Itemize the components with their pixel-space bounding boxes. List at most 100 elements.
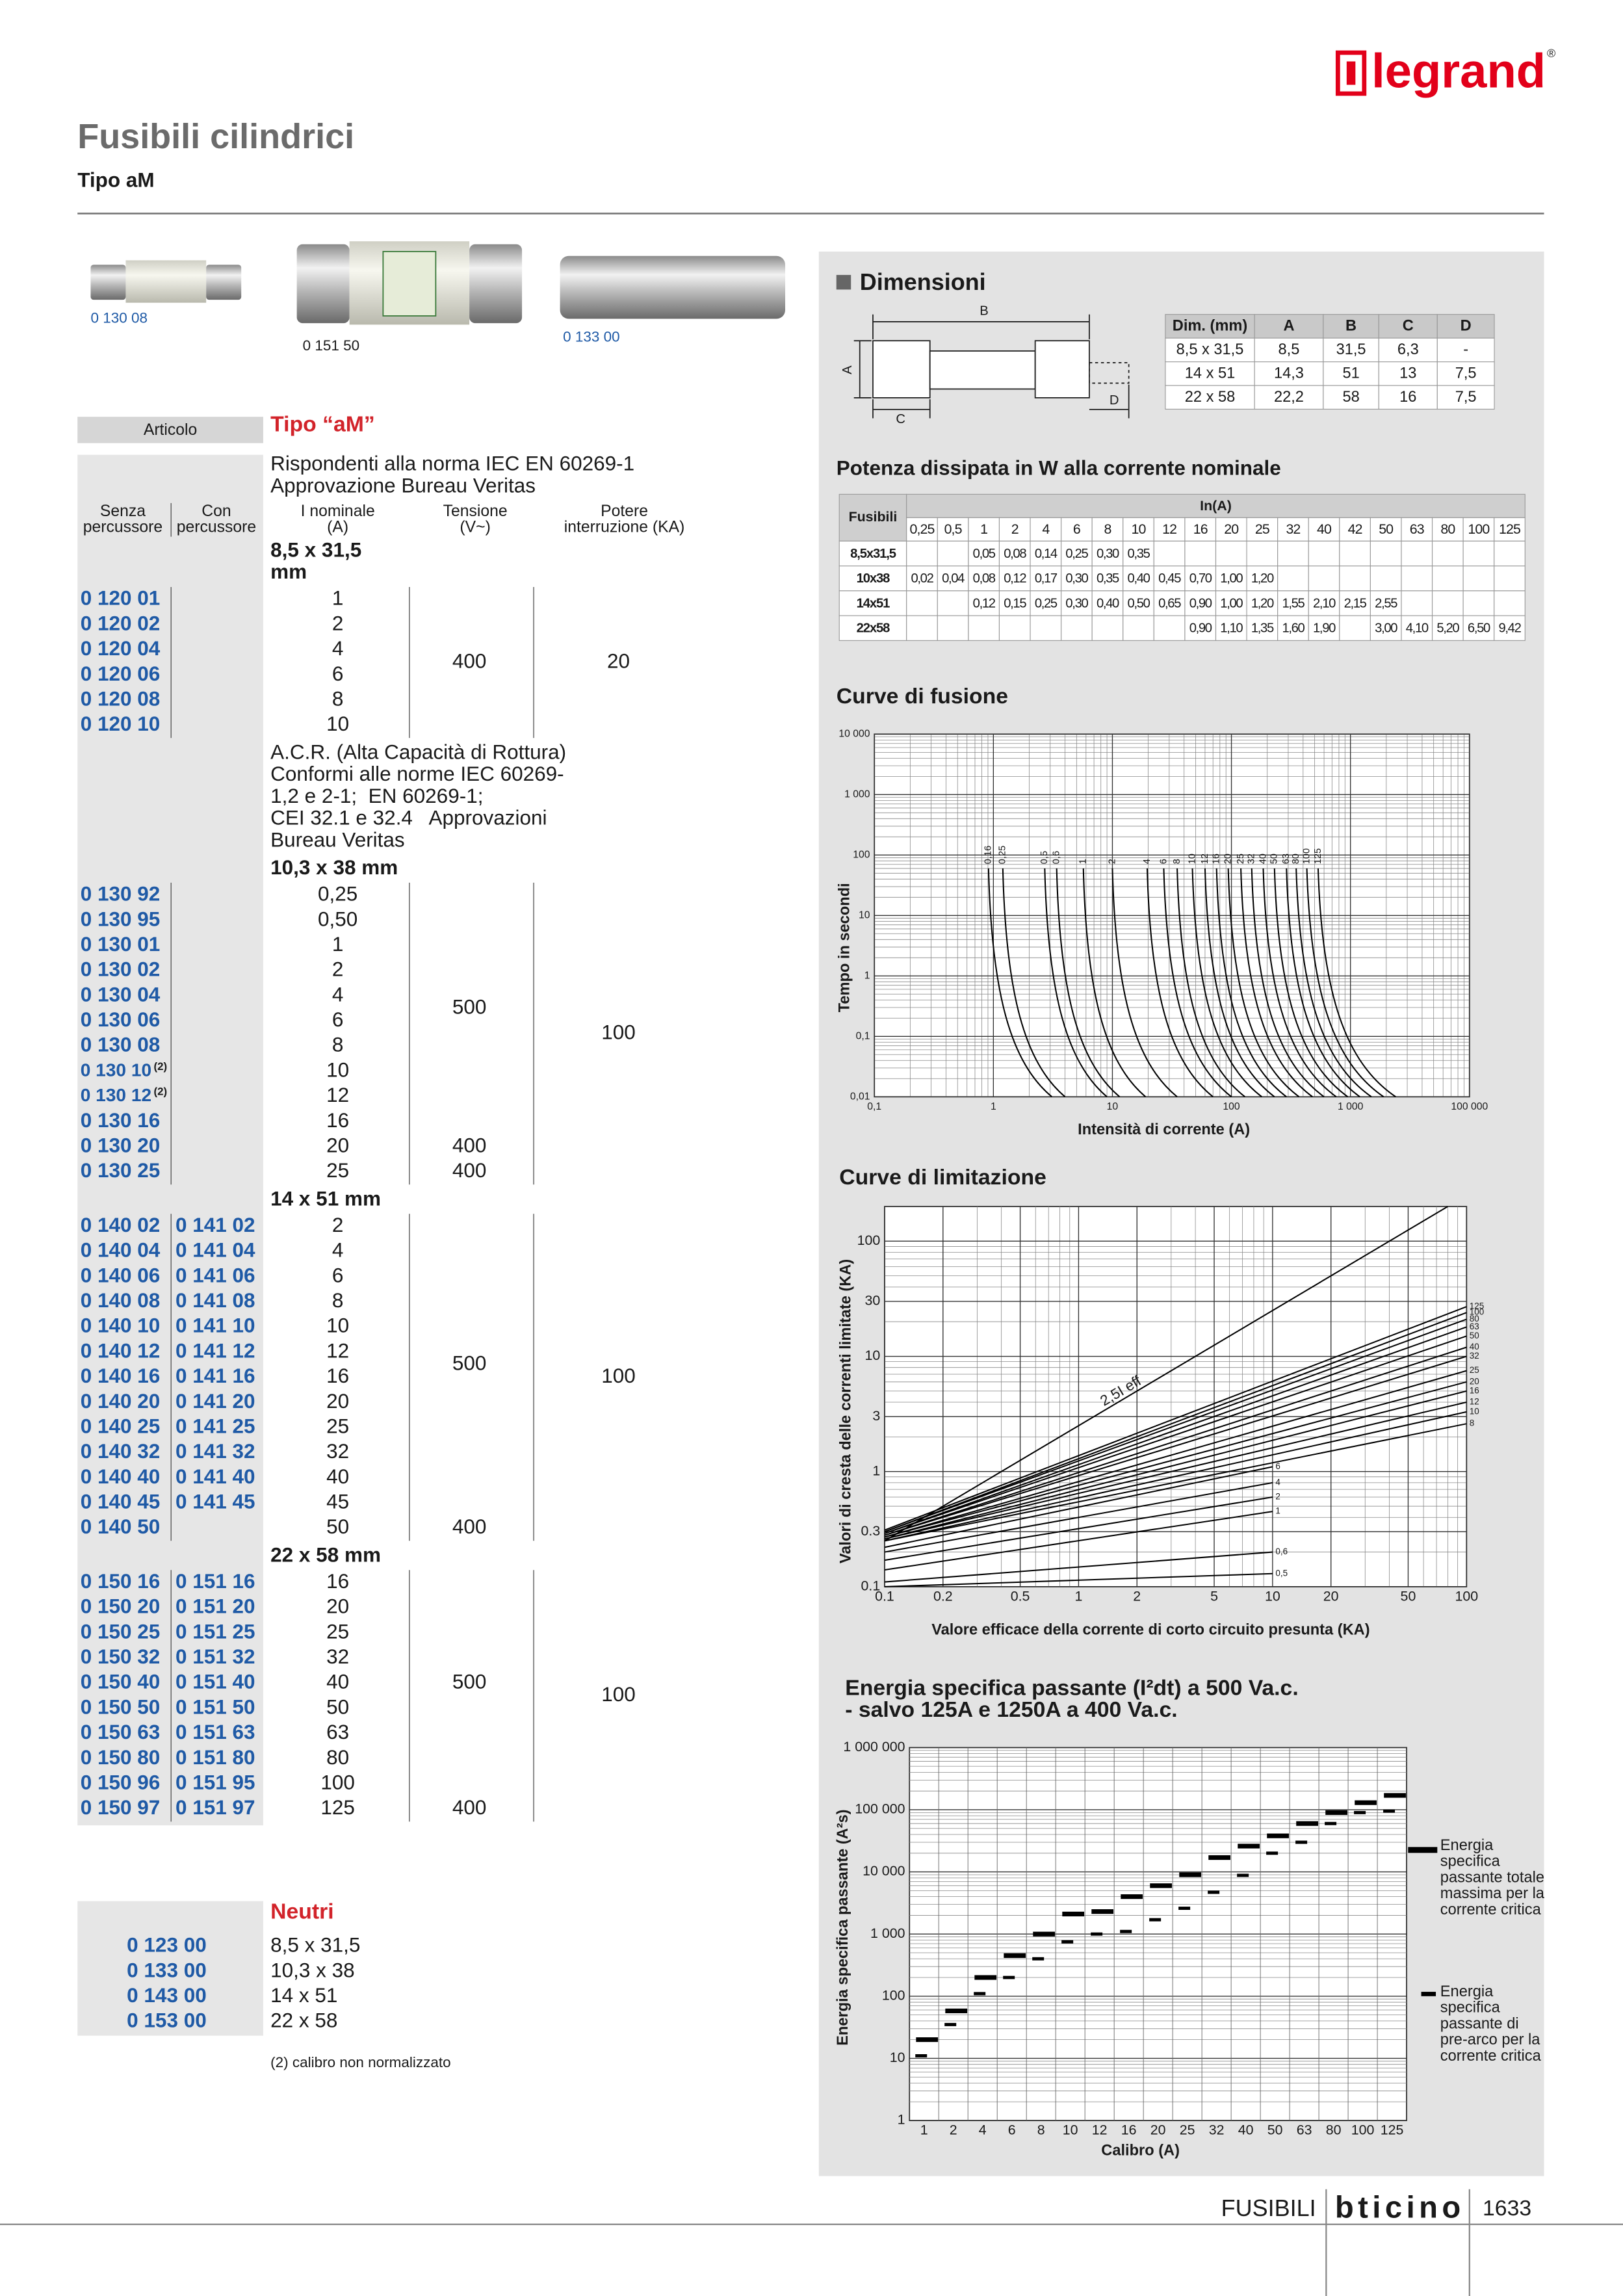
article-code: 0 130 16	[81, 1108, 161, 1132]
x-tick-label: 125	[1381, 2122, 1404, 2137]
curve-label: 0,5	[1039, 851, 1050, 864]
table-cell-text: 0,45	[1158, 571, 1181, 586]
curve-label: 0,5	[1275, 1568, 1288, 1578]
x-tick-label: 100 000	[1451, 1101, 1488, 1112]
marker	[1091, 1909, 1114, 1914]
y-axis-label: Energia specifica passante (A²s)	[835, 1809, 851, 2045]
article-code: 0 150 16	[81, 1569, 161, 1593]
table-cell	[968, 517, 1000, 541]
nominal-current: 8	[332, 1288, 344, 1312]
y-tick-label: 100 000	[855, 1801, 905, 1817]
article-code: 0 151 40	[175, 1670, 255, 1693]
x-tick-label: 6	[1008, 2122, 1016, 2137]
article-code: 0 140 06	[81, 1263, 161, 1286]
table-header: In(A)	[1200, 498, 1232, 514]
curve-label: 63	[1281, 854, 1292, 864]
table-header: 50	[1379, 521, 1394, 537]
table-cell	[998, 566, 1031, 592]
x-tick-label: 50	[1401, 1588, 1416, 1604]
nominal-current: 12	[326, 1338, 349, 1362]
table-cell	[1370, 540, 1402, 567]
y-tick-label: 100	[853, 849, 870, 860]
table-cell	[1153, 540, 1186, 567]
neutri-size: 22 x 58	[270, 2009, 337, 2032]
marker	[1296, 1821, 1318, 1826]
y-tick-label: 0,01	[850, 1091, 870, 1102]
nominal-current: 40	[326, 1465, 349, 1488]
curve	[884, 1318, 1467, 1533]
legend-label: Energia specifica passante di pre-arco p…	[1440, 1984, 1541, 2065]
article-note: (2)	[154, 1086, 168, 1098]
marker	[1354, 1810, 1366, 1814]
code-column-bg	[77, 454, 263, 1826]
article-code: 0 120 06	[81, 662, 161, 685]
table-cell-text: 0,90	[1189, 621, 1212, 636]
table-cell-text: 58	[1342, 389, 1359, 406]
table-cell	[1431, 566, 1464, 592]
curve	[1056, 868, 1121, 1098]
marker	[1120, 1929, 1132, 1933]
curve-label: 0,6	[1275, 1546, 1288, 1556]
table-cell	[1184, 566, 1217, 592]
table-header: 1	[980, 521, 987, 537]
curve-label: 25	[1236, 854, 1246, 864]
x-tick-label: 10	[1107, 1101, 1119, 1112]
curve-label: 16	[1470, 1385, 1479, 1395]
dimension-label: C	[896, 412, 905, 426]
table-cell-text: 22,2	[1274, 389, 1304, 406]
table-cell	[906, 540, 938, 567]
table-cell-text: 14 x 51	[1185, 365, 1235, 382]
article-code: 0 130 92	[81, 882, 161, 906]
marker	[1384, 1793, 1406, 1798]
code-column-bg	[77, 1901, 263, 2036]
column-header: (A)	[327, 519, 348, 536]
table-header: Dim. (mm)	[1173, 318, 1247, 335]
section-description: 1,2 e 2-1; EN 60269-1;	[270, 784, 483, 807]
marker	[1179, 1872, 1202, 1877]
table-cell	[1246, 615, 1279, 641]
dimension-drawing	[853, 314, 1130, 419]
curve	[1273, 868, 1349, 1098]
table-cell-text: 0,05	[973, 547, 996, 561]
curve	[884, 1370, 1467, 1538]
row-label: 22x58	[857, 621, 890, 636]
section-description: CEI 32.1 e 32.4 Approvazioni	[270, 806, 547, 829]
article-code: 0 150 40	[81, 1670, 161, 1693]
table-cell	[937, 517, 969, 541]
table-cell-text: 0,50	[1128, 596, 1150, 610]
table-cell-text: 31,5	[1336, 341, 1366, 358]
column-header: (V~)	[460, 519, 490, 536]
nominal-current: 20	[326, 1134, 349, 1157]
table-header: 42	[1348, 521, 1362, 537]
nominal-current: 0,50	[318, 907, 357, 930]
y-tick-label: 1 000 000	[843, 1739, 905, 1755]
curve-label: 100	[1301, 848, 1312, 864]
table-cell	[1431, 615, 1464, 641]
marker	[1267, 1833, 1289, 1838]
legend-entry: Energia specifica passante di pre-arco p…	[1440, 1984, 1541, 2065]
table-cell	[1339, 615, 1371, 641]
table-cell-text: 0,40	[1097, 596, 1119, 610]
curve	[884, 1312, 1467, 1533]
breaking: 100	[601, 1682, 636, 1706]
x-axis-label: Valore efficace della corrente di corto …	[931, 1622, 1370, 1639]
section-description: Conformi alle norme IEC 60269-	[270, 762, 564, 785]
marker	[1208, 1890, 1220, 1894]
article-code: 0 130 06	[81, 1008, 161, 1031]
table-cell-text: 9,42	[1498, 621, 1521, 636]
table-cell-text: 4,10	[1406, 621, 1429, 636]
marker	[944, 2022, 957, 2026]
neutri-size: 14 x 51	[270, 1983, 337, 2007]
curve	[884, 1381, 1467, 1538]
curve-label: 1	[1275, 1506, 1280, 1516]
article-code: 0 150 80	[81, 1745, 161, 1769]
curve	[1111, 868, 1178, 1098]
nominal-current: 1	[332, 586, 344, 610]
marker	[1355, 1800, 1377, 1805]
nominal-current: 25	[326, 1414, 349, 1437]
article-code: 0 130 10	[81, 1060, 151, 1080]
table-cell	[1436, 314, 1495, 339]
table-cell	[906, 517, 938, 541]
table-cell	[1165, 314, 1255, 339]
article-code: 0 140 20	[81, 1389, 161, 1413]
